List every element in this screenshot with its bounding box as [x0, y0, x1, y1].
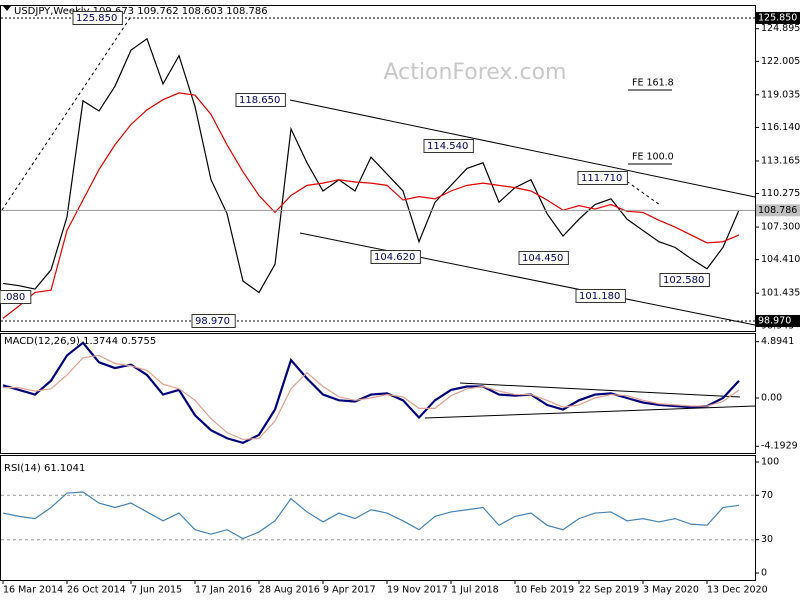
- y-tick-label: 70: [761, 490, 773, 501]
- y-tick-label: 30: [761, 534, 773, 545]
- annotation: 111.710: [581, 173, 622, 184]
- panel-title: USDJPY,Weekly 109.673 109.762 108.603 10…: [14, 6, 268, 17]
- y-tick-label: 113.165: [761, 155, 800, 166]
- y-tick-label: 101.435: [761, 288, 800, 299]
- annotation-box: [235, 93, 286, 107]
- y-tick-label: -4.1929: [761, 441, 798, 452]
- annotation-box: [370, 250, 421, 264]
- price-label: 98.970: [758, 315, 791, 326]
- annotation-box: [575, 289, 626, 303]
- dotted-trend: [621, 177, 661, 206]
- annotation: 114.540: [427, 141, 468, 152]
- annotation-box: [191, 314, 236, 328]
- price-panel: [0, 5, 756, 332]
- x-tick-label: 13 Dec 2020: [707, 585, 768, 596]
- menu-triangle: [3, 6, 11, 11]
- annotation: 102.580: [663, 275, 704, 286]
- y-tick-label: 4.8941: [761, 336, 794, 347]
- y-tick-label: 116.140: [761, 122, 800, 133]
- annotation-box: [0, 290, 32, 304]
- price-label-bg: [756, 204, 800, 217]
- x-tick-label: 7 Jun 2015: [131, 585, 182, 596]
- annotation: 125.850: [76, 13, 117, 24]
- series-line: [2, 37, 740, 294]
- x-tick-label: 17 Jan 2016: [195, 585, 252, 596]
- trendlines: [1, 17, 756, 419]
- x-tick-label: 16 Mar 2014: [3, 585, 63, 596]
- annotation-box: [423, 139, 474, 153]
- y-tick-label: 0.00: [761, 393, 782, 404]
- x-tick-label: 26 Oct 2014: [67, 585, 126, 596]
- channel-upper: [289, 99, 756, 198]
- y-tick-label: 110.275: [761, 188, 800, 199]
- fib-label: FE 161.8: [632, 78, 674, 89]
- x-tick-label: 22 Sep 2019: [579, 585, 639, 596]
- annotation: 101.180: [579, 291, 620, 302]
- macd-panel: [0, 333, 756, 454]
- x-tick-label: 1 Jul 2018: [451, 585, 499, 596]
- series-line: [2, 491, 740, 540]
- y-tick-label: 104.410: [761, 254, 800, 265]
- annotation: 118.650: [239, 95, 280, 106]
- channel-lower: [299, 232, 756, 326]
- series-line: [2, 92, 740, 319]
- annotation: 104.450: [522, 253, 563, 264]
- annotation: 98.970: [195, 316, 230, 327]
- fib-label: FE 100.0: [632, 152, 674, 163]
- rsi-panel: [0, 455, 756, 581]
- x-tick-label: 3 May 2020: [643, 585, 699, 596]
- price-label: 125.850: [758, 12, 797, 23]
- macd-trendline: [459, 382, 741, 398]
- annotation-box: [577, 171, 628, 185]
- price-label-bg: [756, 11, 800, 24]
- annotation-box: [72, 11, 123, 25]
- y-tick-label: 100: [761, 457, 779, 468]
- annotation: 104.620: [374, 252, 415, 263]
- macd-trendline: [424, 405, 756, 419]
- series-line: [3, 354, 740, 441]
- annotation-box: [518, 251, 569, 265]
- x-tick-label: 10 Feb 2019: [515, 585, 574, 596]
- price-label: 108.786: [758, 205, 797, 216]
- x-tick-label: 28 Aug 2016: [259, 585, 320, 596]
- watermark: ActionForex.com: [384, 60, 567, 85]
- annotation-box: [659, 273, 710, 287]
- x-tick-label: 9 Apr 2017: [323, 585, 376, 596]
- y-tick-label: 119.035: [761, 89, 800, 100]
- dotted-trend: [1, 17, 131, 211]
- annotation: .080: [3, 292, 25, 303]
- y-tick-label: 107.300: [761, 222, 800, 233]
- y-tick-label: 122.005: [761, 56, 800, 67]
- y-tick-label: 124.895: [761, 23, 800, 34]
- x-tick-label: 19 Nov 2017: [387, 585, 448, 596]
- y-tick-label: 0: [761, 568, 767, 579]
- panel-title: MACD(12,26,9) 1.3744 0.5755: [4, 336, 156, 347]
- panel-title: RSI(14) 61.1041: [4, 463, 85, 474]
- price-label-bg: [756, 314, 800, 327]
